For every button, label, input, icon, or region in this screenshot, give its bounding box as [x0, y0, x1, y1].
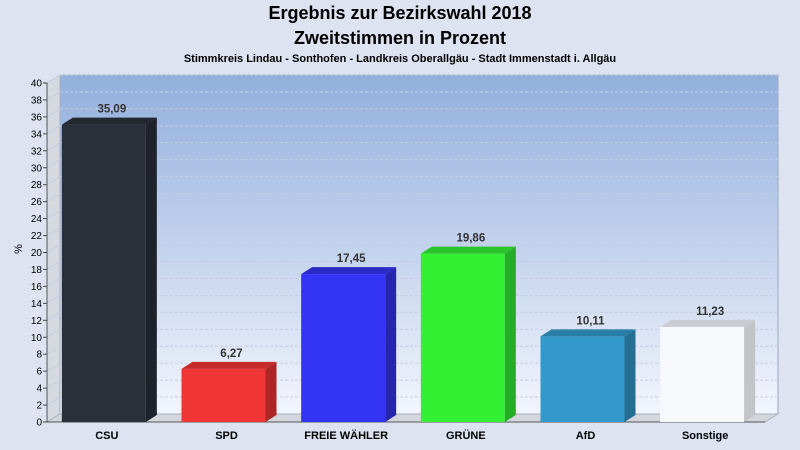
gridline-side — [46, 176, 61, 186]
y-tick-label: 34 — [31, 129, 43, 140]
x-tick-label: Sonstige — [682, 430, 728, 442]
gridline-side — [46, 193, 61, 203]
y-tick-label: 28 — [31, 180, 43, 191]
bar — [61, 124, 146, 423]
chart-caption: Stimmkreis Lindau - Sonthofen - Landkrei… — [183, 53, 617, 65]
bar-side — [145, 117, 157, 423]
bar-side — [504, 246, 516, 422]
y-tick-label: 8 — [36, 350, 42, 361]
bar-top — [61, 117, 157, 125]
bar — [420, 253, 505, 422]
y-tick-label: 36 — [31, 112, 43, 123]
y-tick-label: 0 — [36, 418, 42, 429]
bar — [181, 368, 266, 422]
data-label: 19,86 — [456, 233, 485, 245]
bar — [540, 336, 625, 422]
bar-top — [301, 267, 397, 275]
gridline-side — [46, 379, 61, 389]
gridline-side — [46, 311, 61, 321]
gridline-side — [46, 362, 61, 372]
gridline-side — [46, 159, 61, 169]
chart-title: Ergebnis zur Bezirkswahl 2018 — [268, 3, 532, 23]
data-label: 11,23 — [696, 306, 724, 318]
bar-side — [744, 319, 756, 422]
y-tick-label: 4 — [36, 384, 42, 395]
y-tick-label: 12 — [31, 316, 43, 327]
chart-subtitle: Zweitstimmen in Prozent — [293, 28, 507, 48]
data-label: 10,11 — [576, 315, 605, 327]
y-tick-label: 6 — [36, 367, 42, 378]
y-tick-label: 32 — [31, 146, 43, 157]
bar-top — [181, 361, 277, 369]
y-axis-label: % — [13, 244, 25, 254]
gridline-side — [46, 74, 61, 84]
gridline-side — [46, 294, 61, 304]
y-tick-label: 10 — [31, 333, 43, 344]
y-tick-label: 14 — [31, 299, 43, 310]
bar — [301, 274, 386, 422]
y-tick-label: 22 — [31, 231, 43, 242]
gridline-side — [46, 328, 61, 338]
y-tick-label: 18 — [31, 265, 43, 276]
gridline-side — [46, 210, 61, 220]
x-tick-label: SPD — [215, 430, 238, 442]
bar-side — [624, 329, 636, 422]
x-tick-label: GRÜNE — [446, 429, 486, 442]
gridline-side — [46, 91, 61, 101]
bar-top — [660, 319, 756, 327]
bar-side — [385, 267, 397, 422]
y-tick-label: 16 — [31, 282, 43, 293]
x-tick-label: AfD — [576, 430, 596, 442]
bar-side — [265, 361, 277, 422]
bar — [660, 326, 745, 422]
data-label: 35,09 — [97, 104, 126, 116]
y-tick-label: 30 — [31, 163, 43, 174]
x-tick-label: FREIE WÄHLER — [304, 429, 388, 442]
x-tick-label: CSU — [95, 430, 118, 442]
gridline-side — [46, 108, 61, 118]
y-tick-label: 20 — [31, 248, 43, 259]
plot-background — [59, 74, 779, 415]
gridline-side — [46, 227, 61, 236]
bar-top — [420, 246, 516, 254]
y-tick-label: 26 — [31, 197, 43, 208]
y-tick-label: 40 — [31, 79, 43, 90]
bar-top — [540, 329, 636, 337]
y-tick-label: 38 — [31, 95, 43, 106]
gridline-side — [46, 261, 61, 270]
data-label: 6,27 — [220, 348, 242, 360]
gridline-side — [46, 142, 61, 152]
gridline-side — [46, 277, 61, 287]
gridline-side — [46, 345, 61, 355]
gridline-side — [46, 396, 61, 406]
y-tick-label: 24 — [31, 214, 43, 225]
y-tick-label: 2 — [36, 401, 42, 412]
gridline-side — [46, 125, 61, 135]
data-label: 17,45 — [337, 253, 366, 265]
gridline-side — [46, 244, 61, 253]
